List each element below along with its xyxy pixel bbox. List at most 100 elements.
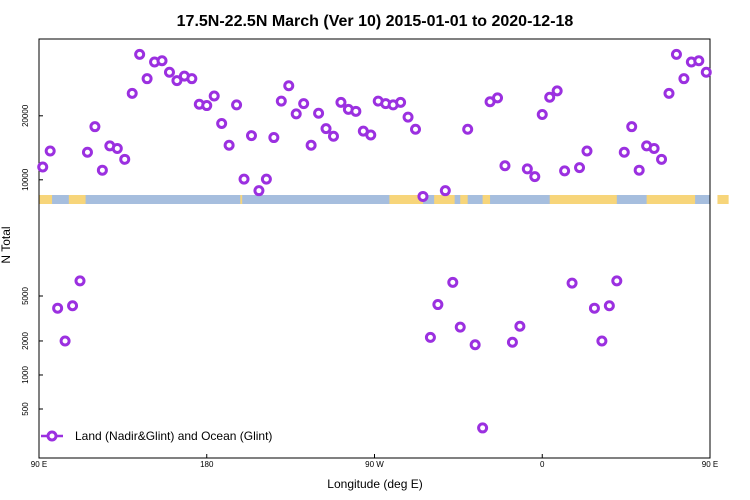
data-point	[335, 96, 347, 108]
data-point	[626, 121, 638, 133]
data-point	[253, 185, 265, 197]
data-point	[574, 162, 586, 174]
land-segment	[68, 195, 86, 204]
data-point	[305, 139, 317, 151]
data-point	[186, 73, 198, 85]
data-point	[611, 275, 623, 287]
data-point	[492, 92, 504, 104]
x-tick-label: 0	[540, 460, 545, 469]
data-point	[424, 331, 436, 343]
y-tick-label: 10000	[21, 168, 30, 191]
x-tick-label: 180	[200, 460, 214, 469]
data-point	[477, 422, 489, 434]
data-point	[59, 335, 71, 347]
data-point	[81, 146, 93, 158]
data-point	[603, 300, 615, 312]
data-point	[618, 146, 630, 158]
x-tick-label: 90 E	[31, 460, 47, 469]
data-point	[119, 153, 131, 165]
y-axis-label: N Total	[0, 226, 13, 263]
data-point	[327, 130, 339, 142]
land-segment	[646, 195, 696, 204]
y-tick-label: 5000	[21, 287, 30, 305]
data-point	[544, 91, 556, 103]
data-point	[313, 107, 325, 119]
data-point	[506, 336, 518, 348]
data-point	[521, 163, 533, 175]
data-point	[596, 335, 608, 347]
data-point	[141, 73, 153, 85]
data-point	[365, 129, 377, 141]
data-point	[566, 277, 578, 289]
data-point	[67, 300, 79, 312]
data-point	[74, 275, 86, 287]
data-point	[410, 123, 422, 135]
data-point	[96, 164, 108, 176]
y-axis-ticks: 500 1000 2000 5000 10000 20000	[21, 104, 43, 416]
data-point	[238, 173, 250, 185]
land-segment	[240, 195, 243, 204]
data-point	[201, 100, 213, 112]
data-point	[171, 75, 183, 87]
data-point	[439, 185, 451, 197]
data-point	[298, 98, 310, 110]
data-point	[126, 87, 138, 99]
data-point	[499, 160, 511, 172]
x-tick-label: 90 E	[702, 460, 718, 469]
data-point	[700, 66, 712, 78]
data-point	[469, 339, 481, 351]
data-point	[163, 66, 175, 78]
data-point	[462, 123, 474, 135]
ocean-band	[39, 195, 710, 204]
data-point	[670, 48, 682, 60]
data-point	[37, 161, 49, 173]
x-tick-label: 90 W	[365, 460, 384, 469]
chart-title: 17.5N-22.5N March (Ver 10) 2015-01-01 to…	[177, 13, 574, 30]
x-axis-label: Longitude (deg E)	[327, 477, 422, 491]
data-point	[350, 105, 362, 117]
data-point	[514, 320, 526, 332]
data-point	[52, 302, 64, 314]
data-point	[648, 142, 660, 154]
data-point	[663, 87, 675, 99]
data-point	[245, 130, 257, 142]
land-segment	[460, 195, 468, 204]
data-point	[551, 85, 563, 97]
data-point	[559, 165, 571, 177]
x-axis-ticks: 90 E 180 90 W 0 90 E	[31, 454, 718, 469]
data-point	[89, 121, 101, 133]
data-point	[290, 108, 302, 120]
data-point	[536, 109, 548, 121]
data-point	[417, 190, 429, 202]
data-point	[529, 171, 541, 183]
data-point	[231, 99, 243, 111]
data-point	[581, 145, 593, 157]
data-point	[156, 55, 168, 67]
data-point	[223, 139, 235, 151]
land-ocean-band	[39, 195, 729, 204]
data-point	[395, 96, 407, 108]
data-point	[268, 132, 280, 144]
data-point	[111, 142, 123, 154]
land-segment	[39, 195, 53, 204]
data-point	[432, 299, 444, 311]
data-point	[588, 302, 600, 314]
data-point	[283, 80, 295, 92]
land-segment	[434, 195, 455, 204]
legend-label: Land (Nadir&Glint) and Ocean (Glint)	[75, 429, 272, 443]
land-segment	[549, 195, 617, 204]
data-points	[37, 48, 712, 434]
data-point	[44, 145, 56, 157]
legend: Land (Nadir&Glint) and Ocean (Glint)	[41, 429, 272, 443]
data-point	[208, 90, 220, 102]
land-segment	[717, 195, 729, 204]
legend-marker-swatch	[46, 430, 58, 442]
data-point	[678, 73, 690, 85]
data-point	[656, 153, 668, 165]
data-point	[216, 117, 228, 129]
data-point	[320, 123, 332, 135]
y-tick-label: 1000	[21, 366, 30, 384]
data-point	[454, 321, 466, 333]
y-tick-label: 500	[21, 402, 30, 416]
data-point	[633, 164, 645, 176]
